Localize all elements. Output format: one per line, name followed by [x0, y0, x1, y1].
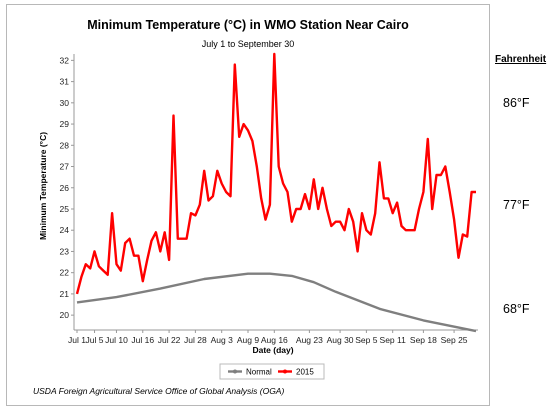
legend-marker-2015	[283, 369, 287, 374]
y-tick-label: 27	[60, 162, 70, 172]
y-tick-label: 31	[60, 77, 70, 87]
x-tick-label: Aug 9	[237, 335, 259, 345]
y-tick-label: 30	[60, 98, 70, 108]
chart-title: Minimum Temperature (°C) in WMO Station …	[87, 18, 409, 32]
x-tick-label: Jul 28	[184, 335, 207, 345]
y-tick-label: 29	[60, 119, 70, 129]
fahrenheit-label-68: 68°F	[503, 302, 530, 316]
x-tick-label: Jul 10	[105, 335, 128, 345]
x-tick-label: Sep 18	[410, 335, 437, 345]
x-tick-label: Aug 30	[327, 335, 354, 345]
y-tick-label: 32	[60, 55, 70, 65]
x-tick-label: Sep 25	[441, 335, 468, 345]
legend-marker-normal	[233, 369, 237, 374]
y-axis-title: Minimum Temperature (°C)	[38, 132, 48, 240]
fahrenheit-label-86: 86°F	[503, 96, 530, 110]
x-axis-title: Date (day)	[252, 345, 293, 355]
legend-label-normal: Normal	[246, 368, 272, 377]
series-line-normal	[76, 272, 477, 333]
y-tick-label: 22	[60, 268, 70, 278]
y-tick-label: 20	[60, 310, 70, 320]
legend-box	[219, 363, 325, 380]
legend: Normal 2015	[219, 363, 325, 380]
legend-label-2015: 2015	[296, 368, 314, 377]
x-tick-label: Aug 3	[211, 335, 233, 345]
x-tick-label: Jul 5	[86, 335, 104, 345]
x-tick-label: Jul 22	[158, 335, 181, 345]
source-note: USDA Foreign Agricultural Service Office…	[33, 386, 285, 396]
series-line-2015	[75, 52, 476, 295]
y-tick-label: 25	[60, 204, 70, 214]
chart-frame	[6, 4, 490, 406]
series-lines	[75, 52, 477, 333]
x-tick-label: Jul 1	[68, 335, 86, 345]
x-tick-label: Jul 16	[131, 335, 154, 345]
fahrenheit-heading: Fahrenheit	[495, 54, 547, 65]
y-tick-label: 26	[60, 183, 70, 193]
fahrenheit-label-77: 77°F	[503, 198, 530, 212]
y-tick-label: 24	[60, 225, 70, 235]
y-tick-label: 21	[60, 289, 70, 299]
chart-subtitle: July 1 to September 30	[201, 39, 295, 49]
y-tick-label: 23	[60, 246, 70, 256]
x-tick-label: Aug 16	[261, 335, 288, 345]
x-tick-label: Sep 11	[380, 335, 407, 345]
x-tick-label: Aug 23	[296, 335, 323, 345]
x-tick-label: Sep 5	[355, 335, 377, 345]
y-tick-label: 28	[60, 140, 70, 150]
